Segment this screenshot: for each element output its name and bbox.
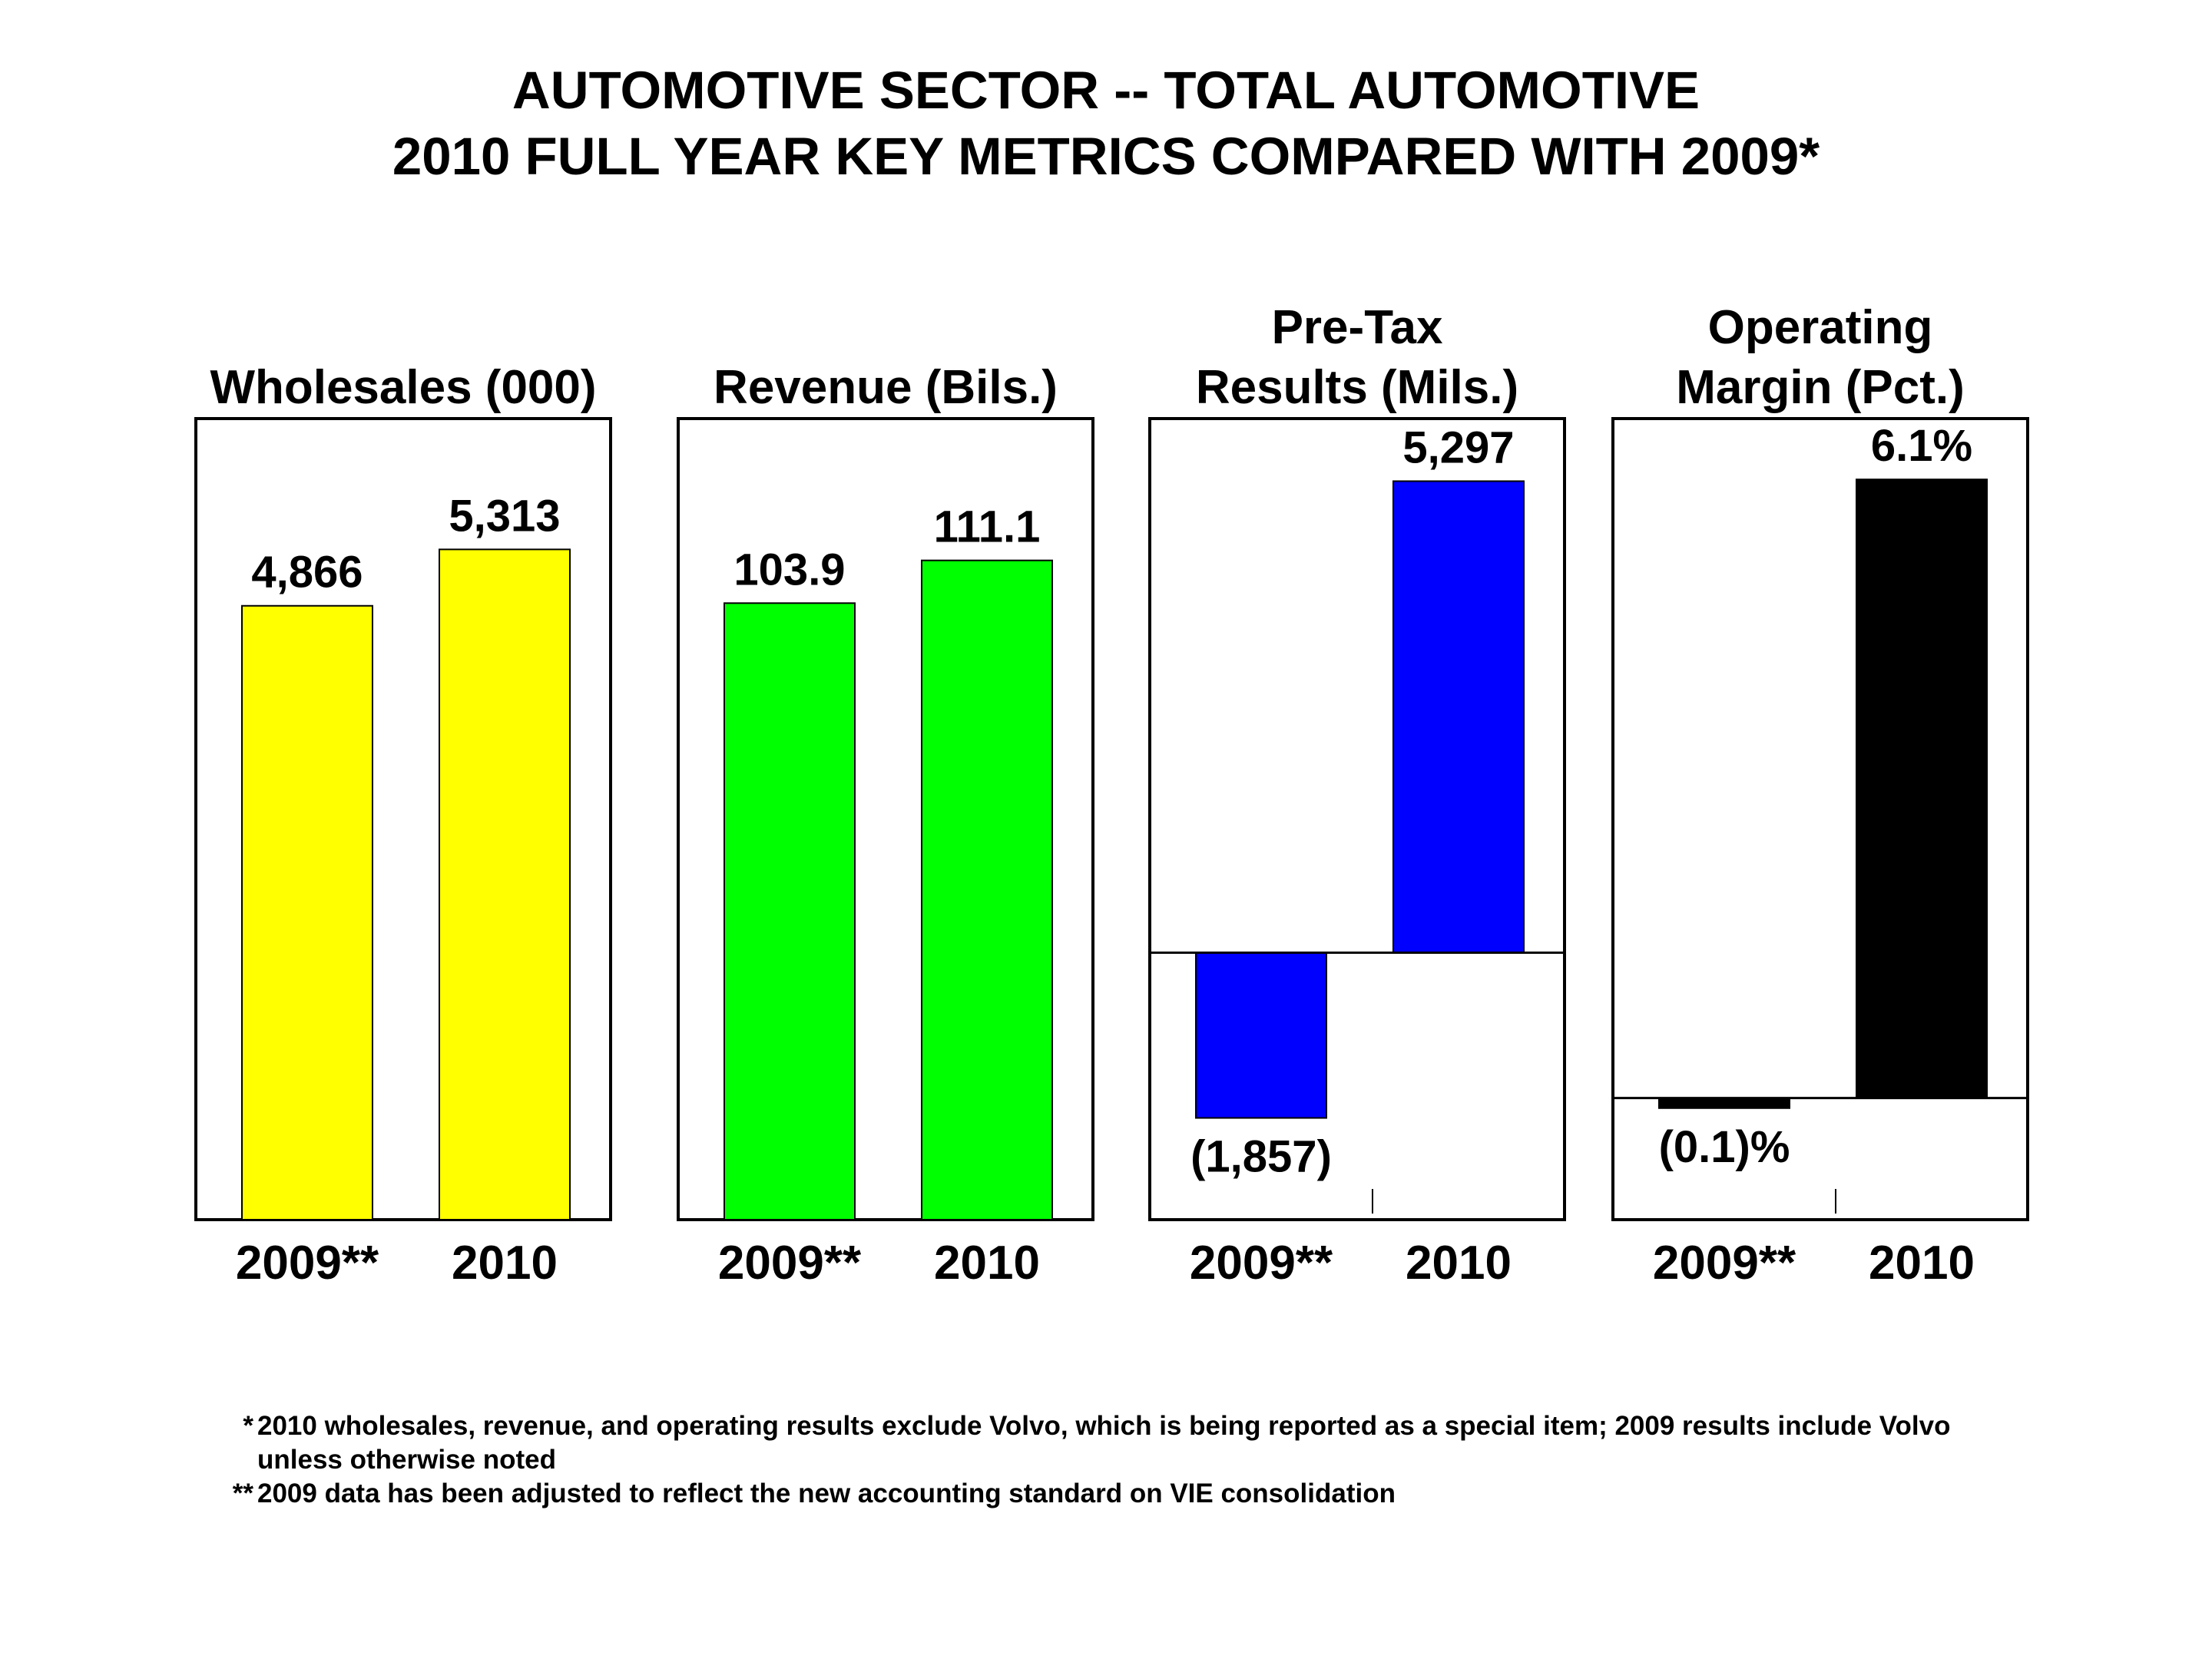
revenue-panel-title-1: Revenue (Bils.) [714,361,1058,414]
footnote-1-mark: * [243,1411,253,1441]
margin-category-label-2010: 2010 [1869,1237,1975,1290]
margin-data-label-2010: 6.1% [1871,421,1972,471]
pretax-bar-2009 [1195,952,1327,1119]
wholesales-bar-2009 [241,604,373,1220]
pretax-category-label-2009: 2009** [1190,1237,1333,1290]
revenue-bar-2009 [724,602,856,1220]
wholesales-category-label-2010: 2010 [452,1237,558,1290]
pretax-data-label-2009: (1,857) [1190,1132,1332,1182]
pretax-panel-frame [1148,417,1566,1221]
wholesales-category-label-2009: 2009** [236,1237,379,1290]
footnote-1-line-1: 2010 wholesales, revenue, and operating … [257,1411,1951,1441]
margin-bar-2010 [1856,478,1988,1099]
chart-title-line-1: AUTOMOTIVE SECTOR -- TOTAL AUTOMOTIVE [512,61,1700,120]
wholesales-panel-title-1: Wholesales (000) [210,361,596,414]
revenue-panel-frame [677,417,1094,1221]
margin-panel-frame [1611,417,2029,1221]
pretax-data-label-2010: 5,297 [1402,422,1514,472]
margin-category-label-2009: 2009** [1653,1237,1796,1290]
revenue-data-label-2010: 111.1 [934,502,1041,552]
pretax-panel-title-1: Pre-Tax [1272,301,1443,354]
chart-title-line-2: 2010 FULL YEAR KEY METRICS COMPARED WITH… [392,127,1820,186]
margin-panel-title-1: Operating [1708,301,1933,354]
revenue-category-label-2010: 2010 [934,1237,1040,1290]
revenue-category-label-2009: 2009** [718,1237,862,1290]
footnote-2-line-1: 2009 data has been adjusted to reflect t… [257,1479,1396,1508]
wholesales-bar-2010 [439,548,571,1220]
footnote-1-line-2: unless otherwise noted [257,1445,556,1475]
revenue-bar-2010 [921,559,1053,1220]
footnote-2-mark: ** [232,1479,253,1508]
pretax-bar-2010 [1392,480,1525,954]
revenue-data-label-2009: 103.9 [733,545,845,594]
pretax-category-label-2010: 2010 [1406,1237,1512,1290]
wholesales-data-label-2010: 5,313 [449,491,560,541]
wholesales-panel-frame [194,417,612,1221]
margin-bar-2009 [1658,1097,1790,1109]
margin-panel-title-2: Margin (Pct.) [1676,361,1964,414]
margin-data-label-2009: (0.1)% [1659,1122,1790,1172]
pretax-panel-title-2: Results (Mils.) [1196,361,1518,414]
wholesales-data-label-2009: 4,866 [251,548,363,598]
